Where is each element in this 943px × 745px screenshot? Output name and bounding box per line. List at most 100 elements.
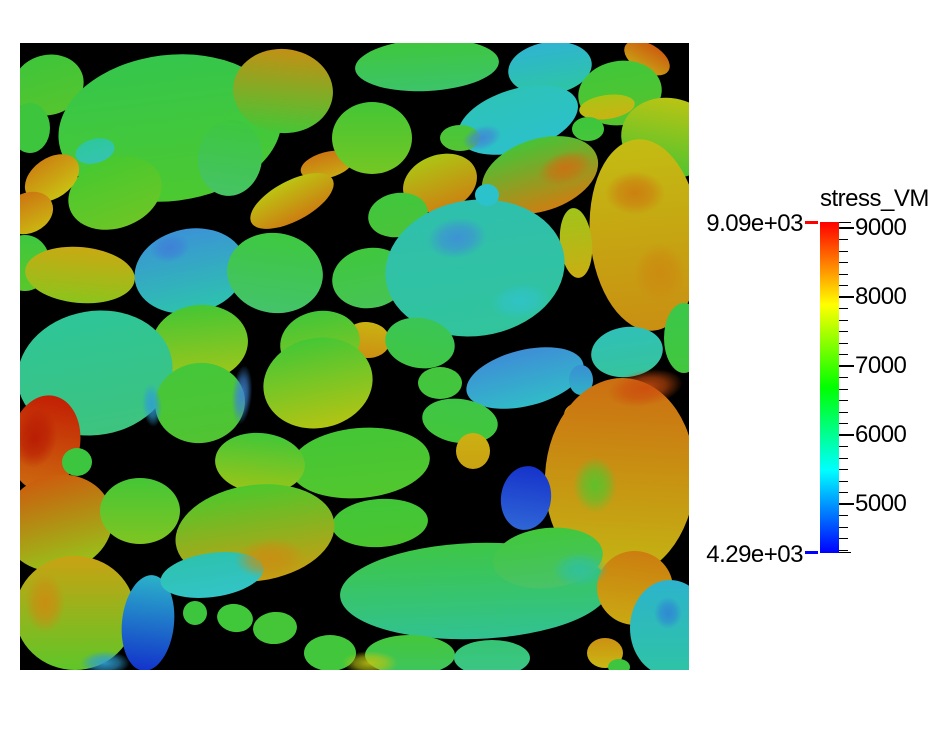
grain xyxy=(466,347,584,409)
colorbar-tick xyxy=(839,400,848,402)
grain-shading-patch xyxy=(342,651,398,670)
grain xyxy=(422,398,498,444)
colorbar-tick xyxy=(839,411,848,413)
colorbar-tick xyxy=(839,308,848,310)
grain-shading-patch xyxy=(235,537,305,579)
grain xyxy=(664,303,689,373)
grain xyxy=(608,659,630,670)
colorbar-tick-label: 9000 xyxy=(855,214,907,242)
grain xyxy=(332,102,412,174)
colorbar-tick xyxy=(839,549,848,551)
grain xyxy=(385,317,455,369)
colorbar-tick xyxy=(839,434,854,437)
render-view[interactable] xyxy=(20,43,689,670)
colorbar-tick xyxy=(839,365,854,368)
grain-shading-patch xyxy=(427,217,487,259)
grain-shading-patch xyxy=(462,125,502,151)
grain xyxy=(591,326,663,378)
colorbar-gradient[interactable] xyxy=(820,222,839,553)
grain-shading-patch xyxy=(20,408,58,468)
grain-shading-patch xyxy=(490,282,550,320)
colorbar-max-label: 9.09e+03 xyxy=(706,210,803,237)
colorbar-tick-label: 5000 xyxy=(855,490,907,518)
grain xyxy=(62,448,92,476)
grain xyxy=(475,184,499,206)
colorbar-tick xyxy=(839,503,854,506)
colorbar-tick xyxy=(839,526,848,528)
grain xyxy=(20,54,84,116)
grain xyxy=(403,153,477,213)
grain-shading-patch xyxy=(80,651,130,670)
colorbar-tick xyxy=(839,552,851,553)
colorbar-max-dash xyxy=(805,221,818,224)
colorbar-tick xyxy=(839,239,848,241)
colorbar-tick xyxy=(839,222,851,223)
grain xyxy=(20,191,54,235)
grain xyxy=(544,378,689,578)
grain xyxy=(227,232,323,314)
grain xyxy=(20,474,113,572)
grain xyxy=(75,138,115,164)
stress-field xyxy=(20,43,689,670)
grain xyxy=(332,498,428,548)
grain xyxy=(121,575,175,670)
colorbar-tick xyxy=(839,262,848,264)
colorbar-tick xyxy=(839,227,854,230)
colorbar-tick xyxy=(839,296,854,299)
colorbar-tick xyxy=(839,388,848,390)
grain xyxy=(290,427,430,499)
colorbar-tick-label: 6000 xyxy=(855,421,907,449)
colorbar-tick xyxy=(839,469,848,471)
grain xyxy=(233,48,333,134)
colorbar-tick xyxy=(839,319,848,321)
colorbar-min-label: 4.29e+03 xyxy=(706,541,803,568)
grain xyxy=(20,103,50,153)
grain xyxy=(197,120,263,196)
colorbar-tick xyxy=(839,331,848,333)
grain xyxy=(68,156,162,230)
grain xyxy=(454,640,530,670)
grain-shading-patch xyxy=(537,150,593,186)
grain xyxy=(253,611,297,645)
colorbar-tick xyxy=(839,354,848,356)
grain-shading-patch xyxy=(607,369,683,407)
grain xyxy=(572,117,604,141)
colorbar-tick xyxy=(839,377,848,379)
colorbar-tick xyxy=(839,515,848,517)
grain-shading-patch xyxy=(231,365,253,425)
grain xyxy=(183,601,207,625)
grain xyxy=(217,603,253,633)
colorbar-tick xyxy=(839,250,848,252)
grain-shading-patch xyxy=(573,457,617,513)
grain xyxy=(215,432,305,494)
grain xyxy=(24,154,80,202)
grain-shading-patch xyxy=(141,383,163,427)
colorbar-tick xyxy=(839,285,848,287)
grain-shading-patch xyxy=(25,573,65,633)
colorbar-tick xyxy=(839,446,848,448)
colorbar-tick xyxy=(839,423,848,425)
grain xyxy=(25,246,135,304)
grain xyxy=(508,43,592,95)
grain-shading-patch xyxy=(605,171,665,215)
grain xyxy=(155,362,245,444)
grain xyxy=(559,208,593,278)
grain xyxy=(152,304,248,382)
grain xyxy=(100,478,180,544)
grain xyxy=(250,173,334,229)
grain xyxy=(355,43,499,92)
grain xyxy=(579,94,635,120)
grain xyxy=(456,433,490,469)
colorbar-title: stress_VM xyxy=(820,185,929,212)
grain-shading-patch xyxy=(634,243,686,303)
colorbar-tick xyxy=(839,342,848,344)
grain xyxy=(500,466,552,530)
colorbar-tick xyxy=(839,538,848,540)
grain xyxy=(263,337,373,429)
colorbar-min-dash xyxy=(805,551,818,554)
colorbar-tick xyxy=(839,492,848,494)
colorbar-tick xyxy=(839,457,848,459)
colorbar-tick xyxy=(839,273,848,275)
grain xyxy=(569,365,593,395)
